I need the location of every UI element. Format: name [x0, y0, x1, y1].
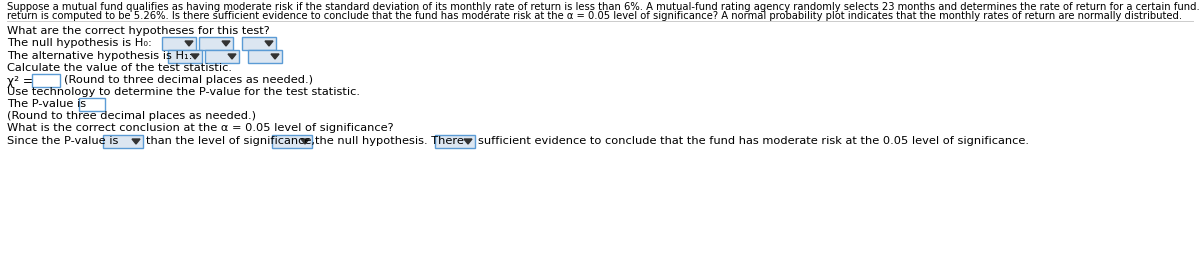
- Text: than the level of significance,: than the level of significance,: [146, 136, 314, 146]
- FancyBboxPatch shape: [199, 37, 233, 50]
- FancyBboxPatch shape: [248, 50, 282, 63]
- Polygon shape: [228, 54, 236, 59]
- Polygon shape: [222, 41, 230, 46]
- FancyBboxPatch shape: [242, 37, 276, 50]
- Text: Use technology to determine the P-value for the test statistic.: Use technology to determine the P-value …: [7, 87, 360, 97]
- Polygon shape: [185, 41, 193, 46]
- Text: (Round to three decimal places as needed.): (Round to three decimal places as needed…: [64, 75, 313, 85]
- Polygon shape: [464, 139, 472, 144]
- FancyBboxPatch shape: [272, 135, 312, 148]
- Text: sufficient evidence to conclude that the fund has moderate risk at the 0.05 leve: sufficient evidence to conclude that the…: [478, 136, 1030, 146]
- Polygon shape: [191, 54, 199, 59]
- Text: What is the correct conclusion at the α = 0.05 level of significance?: What is the correct conclusion at the α …: [7, 123, 394, 133]
- FancyBboxPatch shape: [205, 50, 239, 63]
- Polygon shape: [132, 139, 140, 144]
- Text: return is computed to be 5.26%. Is there sufficient evidence to conclude that th: return is computed to be 5.26%. Is there…: [7, 11, 1182, 21]
- Text: Since the P-value is: Since the P-value is: [7, 136, 119, 146]
- Text: The null hypothesis is H₀:: The null hypothesis is H₀:: [7, 38, 152, 48]
- FancyBboxPatch shape: [436, 135, 475, 148]
- FancyBboxPatch shape: [32, 74, 60, 87]
- Text: Suppose a mutual fund qualifies as having moderate risk if the standard deviatio: Suppose a mutual fund qualifies as havin…: [7, 2, 1200, 12]
- FancyBboxPatch shape: [168, 50, 202, 63]
- Text: (Round to three decimal places as needed.): (Round to three decimal places as needed…: [7, 111, 256, 121]
- FancyBboxPatch shape: [103, 135, 143, 148]
- Text: the null hypothesis. There: the null hypothesis. There: [314, 136, 464, 146]
- Polygon shape: [271, 54, 278, 59]
- Text: χ² =: χ² =: [7, 75, 34, 88]
- FancyBboxPatch shape: [162, 37, 196, 50]
- FancyBboxPatch shape: [79, 98, 106, 111]
- Text: The P-value is: The P-value is: [7, 99, 86, 109]
- Text: What are the correct hypotheses for this test?: What are the correct hypotheses for this…: [7, 26, 270, 36]
- Text: The alternative hypothesis is H₁:: The alternative hypothesis is H₁:: [7, 51, 192, 61]
- Text: Calculate the value of the test statistic.: Calculate the value of the test statisti…: [7, 63, 232, 73]
- Polygon shape: [265, 41, 274, 46]
- Polygon shape: [301, 139, 310, 144]
